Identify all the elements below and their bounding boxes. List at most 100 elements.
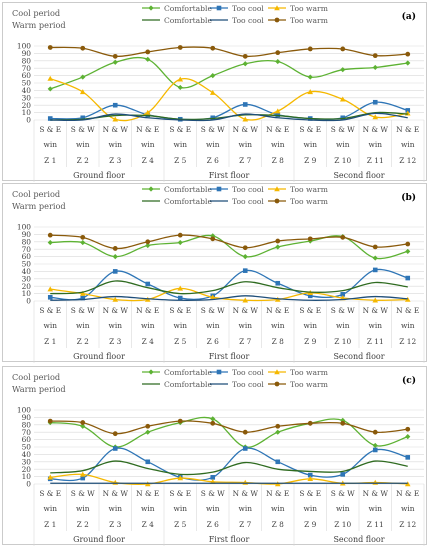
- legend-marker: [274, 17, 280, 23]
- data-point: [372, 64, 378, 71]
- x-tick-label-win: win: [109, 504, 123, 513]
- x-tick-label-win: win: [304, 140, 318, 149]
- legend-label: Too cool: [232, 16, 264, 25]
- data-point: [275, 50, 281, 56]
- data-point: [242, 116, 249, 122]
- legend-label: Comfortable: [164, 368, 212, 377]
- x-tick-label: N & E: [136, 125, 159, 134]
- series-line-warm-comfortable: [50, 280, 408, 295]
- y-tick-label: 60: [22, 252, 32, 261]
- legend-marker: [216, 369, 222, 375]
- x-tick-label-win: win: [44, 504, 58, 513]
- data-point: [404, 296, 411, 302]
- data-point: [177, 76, 184, 82]
- data-point: [210, 73, 216, 79]
- legend-marker: [216, 186, 222, 192]
- series: [47, 416, 411, 487]
- data-point: [80, 423, 86, 429]
- y-tick-label: 0: [26, 480, 31, 489]
- zone-label: Z 8: [272, 156, 284, 165]
- data-point: [210, 236, 216, 242]
- data-point: [210, 45, 216, 51]
- legend-label: Too cool: [232, 197, 264, 206]
- period-label: Cool period: [12, 189, 60, 199]
- x-tick-label: S & E: [169, 489, 191, 498]
- data-point: [210, 115, 216, 121]
- data-point: [80, 115, 86, 121]
- x-tick-label: S & E: [39, 489, 61, 498]
- period-label: Cool period: [12, 372, 60, 382]
- data-point: [307, 476, 314, 482]
- legend-label: Too cool: [232, 4, 264, 13]
- y-tick-label: 40: [22, 267, 32, 276]
- zone-label: Z 2: [77, 156, 89, 165]
- y-tick-label: 50: [22, 260, 32, 269]
- x-tick-label: N & W: [103, 306, 129, 315]
- zone-label: Z 8: [272, 337, 284, 346]
- zone-label: Z 11: [367, 520, 384, 529]
- x-axis: S & E win S & W win N & W win N & E win S & E win…: [33, 484, 425, 546]
- legend-label: Too warm: [290, 16, 328, 25]
- y-tick-label: 20: [22, 465, 32, 474]
- zone-label: Z 1: [44, 520, 56, 529]
- data-point: [372, 442, 378, 449]
- panel-frame: [2, 2, 427, 181]
- x-tick-label: N & W: [233, 306, 259, 315]
- x-tick-label: S & E: [169, 125, 191, 134]
- data-point: [307, 74, 313, 80]
- x-tick-label: S & W: [71, 306, 95, 315]
- floor-label: Ground floor: [73, 352, 125, 361]
- zone-label: Z 9: [304, 337, 316, 346]
- y-tick-label: 30: [22, 93, 32, 102]
- floor-label: First floor: [209, 171, 250, 180]
- x-tick-label: N & W: [233, 489, 259, 498]
- series-line-cool-comfortable: [50, 416, 408, 448]
- x-tick-label: N & E: [266, 125, 289, 134]
- x-tick-label-win: win: [304, 321, 318, 330]
- series-line-cool-too-cool: [50, 268, 408, 301]
- x-tick-label-win: win: [174, 504, 188, 513]
- data-point: [372, 267, 378, 273]
- x-tick-label-win: win: [239, 140, 253, 149]
- y-tick-label: 40: [22, 450, 32, 459]
- x-tick-label: S & E: [299, 489, 321, 498]
- data-point: [145, 281, 151, 287]
- data-point: [145, 459, 151, 465]
- x-axis: S & E win S & W win N & W win N & E win S & E win…: [33, 301, 425, 363]
- x-tick-label-win: win: [239, 321, 253, 330]
- zone-label: Z 11: [367, 337, 384, 346]
- zone-label: Z 4: [142, 337, 154, 346]
- x-tick-label: N & W: [363, 125, 389, 134]
- series-line-cool-comfortable: [50, 56, 408, 90]
- x-tick-label: N & E: [136, 306, 159, 315]
- x-tick-label: S & W: [71, 125, 95, 134]
- data-point: [242, 446, 248, 451]
- zone-label: Z 6: [207, 156, 219, 165]
- x-tick-label: N & W: [363, 306, 389, 315]
- data-point: [209, 294, 216, 300]
- data-point: [145, 56, 151, 62]
- y-tick-label: 10: [22, 108, 32, 117]
- data-point: [112, 269, 118, 274]
- series: [47, 45, 411, 122]
- data-point: [47, 232, 53, 238]
- y-tick-label: 10: [22, 289, 32, 298]
- data-point: [47, 239, 53, 246]
- y-tick-label: 20: [22, 282, 32, 291]
- data-point: [340, 115, 346, 121]
- series-line-cool-too-cool: [50, 447, 408, 482]
- data-point: [372, 244, 378, 250]
- series: [47, 232, 411, 303]
- data-point: [47, 86, 53, 92]
- data-point: [112, 254, 118, 260]
- data-point: [145, 429, 151, 435]
- x-tick-label-win: win: [44, 140, 58, 149]
- period-labels: Cool period Warm period: [12, 189, 66, 211]
- legend-label: Comfortable: [164, 185, 212, 194]
- data-point: [275, 244, 281, 250]
- zone-label: Z 6: [207, 520, 219, 529]
- chart-panel-1: Cool period Warm period (a) Comfortable Too …: [2, 2, 427, 182]
- floor-label: Second floor: [333, 352, 384, 361]
